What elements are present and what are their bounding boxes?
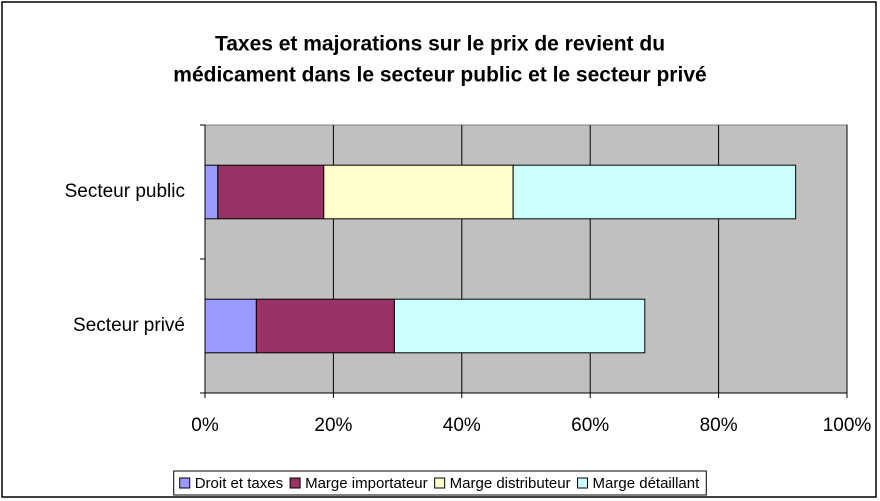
legend-label: Droit et taxes [195,475,283,492]
legend-swatch [434,477,446,489]
legend-swatch [577,477,589,489]
bar-segment [255,298,395,354]
bar-segment [323,164,514,220]
bar-segment [512,164,797,220]
y-tick-label: Secteur privé [73,315,185,336]
chart-title: Taxes et majorations sur le prix de revi… [215,33,665,56]
legend-swatch [179,477,191,489]
bar-segment [393,298,646,354]
x-tick-label: 20% [314,415,352,436]
x-tick-label: 100% [823,415,872,436]
x-tick-label: 40% [443,415,481,436]
bar-segment [217,164,325,220]
bar-segment [204,298,257,354]
legend-swatch [289,477,301,489]
chart-title: médicament dans le secteur public et le … [173,64,706,87]
x-tick-label: 80% [700,415,738,436]
x-tick-label: 60% [571,415,609,436]
legend-label: Marge détaillant [593,475,701,492]
legend-label: Marge importateur [305,475,428,492]
bar-segment [204,164,219,220]
legend-label: Marge distributeur [450,475,571,492]
y-tick-label: Secteur public [65,181,185,202]
x-tick-label: 0% [191,415,219,436]
